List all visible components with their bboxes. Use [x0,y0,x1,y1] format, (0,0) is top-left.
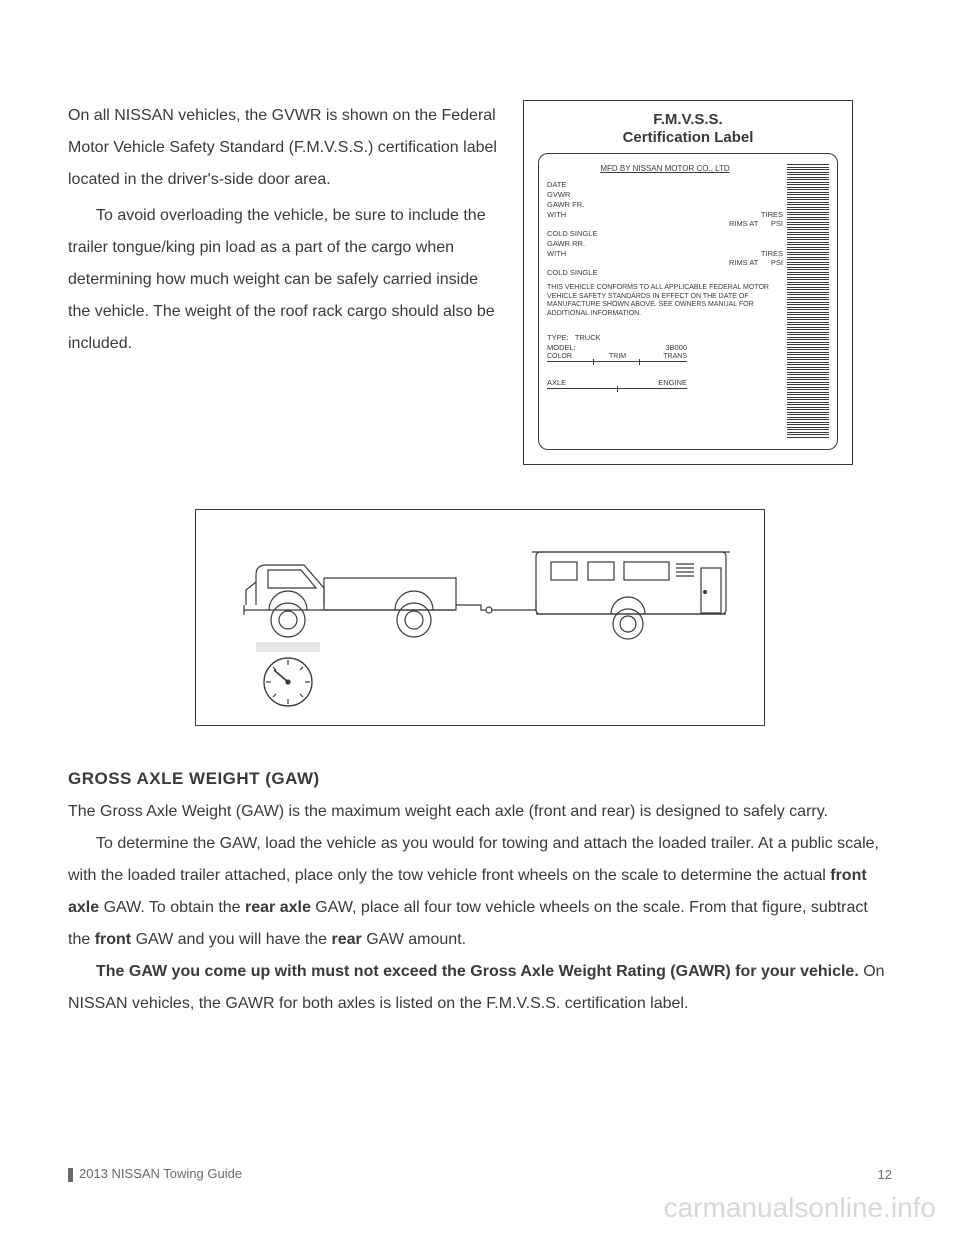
footer-left: 2013 NISSAN Towing Guide [68,1166,242,1182]
gaw-heading: GROSS AXLE WEIGHT (GAW) [68,762,892,796]
page-number: 12 [878,1167,892,1182]
cert-cold-2: COLD SINGLE [547,268,783,278]
watermark: carmanualsonline.info [664,1192,936,1224]
cert-gawr-fr: GAWR FR. [547,200,783,210]
cert-with-tires-2: WITH TIRES [547,249,783,259]
barcode-icon [787,164,829,439]
cert-left: MFD BY NISSAN MOTOR CO., LTD DATE GVWR G… [547,164,783,439]
cert-tick-1 [547,361,687,366]
cert-title: F.M.V.S.S. Certification Label [538,111,838,147]
cert-inner: MFD BY NISSAN MOTOR CO., LTD DATE GVWR G… [538,153,838,450]
cert-gawr-rr: GAWR RR. [547,239,783,249]
gaw-section: GROSS AXLE WEIGHT (GAW) The Gross Axle W… [68,762,892,1020]
cert-rims-psi-2: RIMS AT PSI [547,258,783,268]
cert-mfd: MFD BY NISSAN MOTOR CO., LTD [547,164,783,174]
cert-title-2: Certification Label [623,129,754,146]
cert-ctt: COLOR TRIM TRANS [547,352,687,361]
cert-cold-1: COLD SINGLE [547,229,783,239]
intro-text: On all NISSAN vehicles, the GVWR is show… [68,100,503,465]
cert-tick-2 [547,388,687,393]
cert-title-1: F.M.V.S.S. [653,111,722,128]
cert-gvwr: GVWR [547,190,783,200]
cert-compliance: THIS VEHICLE CONFORMS TO ALL APPLICABLE … [547,284,783,319]
cert-bottom: TYPE: TRUCK MODEL: 3B000 COLOR TRIM TRAN… [547,333,783,393]
cert-label: F.M.V.S.S. Certification Label MFD BY NI… [523,100,853,465]
gaw-p1: The Gross Axle Weight (GAW) is the maxim… [68,796,892,828]
cert-model: MODEL: 3B000 [547,343,687,353]
intro-p1: On all NISSAN vehicles, the GVWR is show… [68,100,503,196]
cert-type: TYPE: TRUCK [547,333,783,343]
page: On all NISSAN vehicles, the GVWR is show… [0,0,960,1242]
cert-date: DATE [547,180,783,190]
cert-with-tires-1: WITH TIRES [547,210,783,220]
gaw-p3: The GAW you come up with must not exceed… [68,956,892,1020]
cert-rims-psi-1: RIMS AT PSI [547,219,783,229]
truck-svg [196,510,764,725]
footer: 2013 NISSAN Towing Guide 12 [68,1166,892,1182]
truck-diagram [195,509,765,726]
intro-p2: To avoid overloading the vehicle, be sur… [68,200,503,360]
gaw-p2: To determine the GAW, load the vehicle a… [68,828,892,956]
top-section: On all NISSAN vehicles, the GVWR is show… [68,100,892,465]
